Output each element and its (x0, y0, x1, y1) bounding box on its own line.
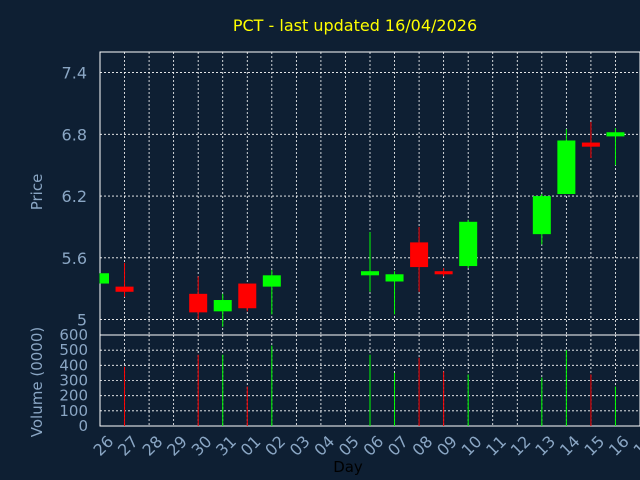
candle-body (606, 132, 625, 137)
price-tick-label: 7.4 (62, 64, 87, 83)
candle-body (532, 196, 551, 235)
candle-body (434, 271, 453, 275)
volume-tick-label: 500 (59, 341, 88, 359)
candle-body (557, 140, 576, 195)
candle-body (100, 273, 109, 284)
price-axis-label: Price (28, 174, 46, 211)
candle-body (115, 286, 134, 292)
candle-body (213, 300, 232, 312)
price-tick-label: 5.6 (62, 249, 87, 268)
volume-axis-label: Volume (0000) (28, 327, 46, 437)
price-panel: 5 5.6 6.2 6.8 7.4 (62, 51, 640, 336)
candle-body (262, 275, 281, 287)
chart-title: PCT - last updated 16/04/2026 (233, 16, 477, 35)
volume-tick-label: 0 (78, 417, 88, 435)
candle-body (410, 242, 429, 268)
volume-tick-label: 400 (59, 356, 88, 374)
candle-body (238, 283, 257, 309)
candle-body (361, 271, 379, 276)
volume-tick-label: 100 (59, 402, 88, 420)
x-tick-label: 17 (629, 432, 640, 460)
volume-tick-label: 200 (59, 387, 88, 405)
price-tick-label: 6.2 (62, 187, 87, 206)
volume-tick-label: 300 (59, 372, 88, 390)
x-tick-labels: 2627282930310102030405060708091011121314… (89, 432, 640, 460)
x-axis-label: Day (333, 458, 363, 476)
candle-body (581, 142, 600, 147)
price-tick-label: 6.8 (62, 125, 87, 144)
price-tick-label: 5 (77, 311, 87, 330)
volume-tick-label: 600 (59, 326, 88, 344)
candle-body (385, 274, 404, 282)
candle-body (189, 293, 208, 313)
candle-body (459, 221, 478, 267)
